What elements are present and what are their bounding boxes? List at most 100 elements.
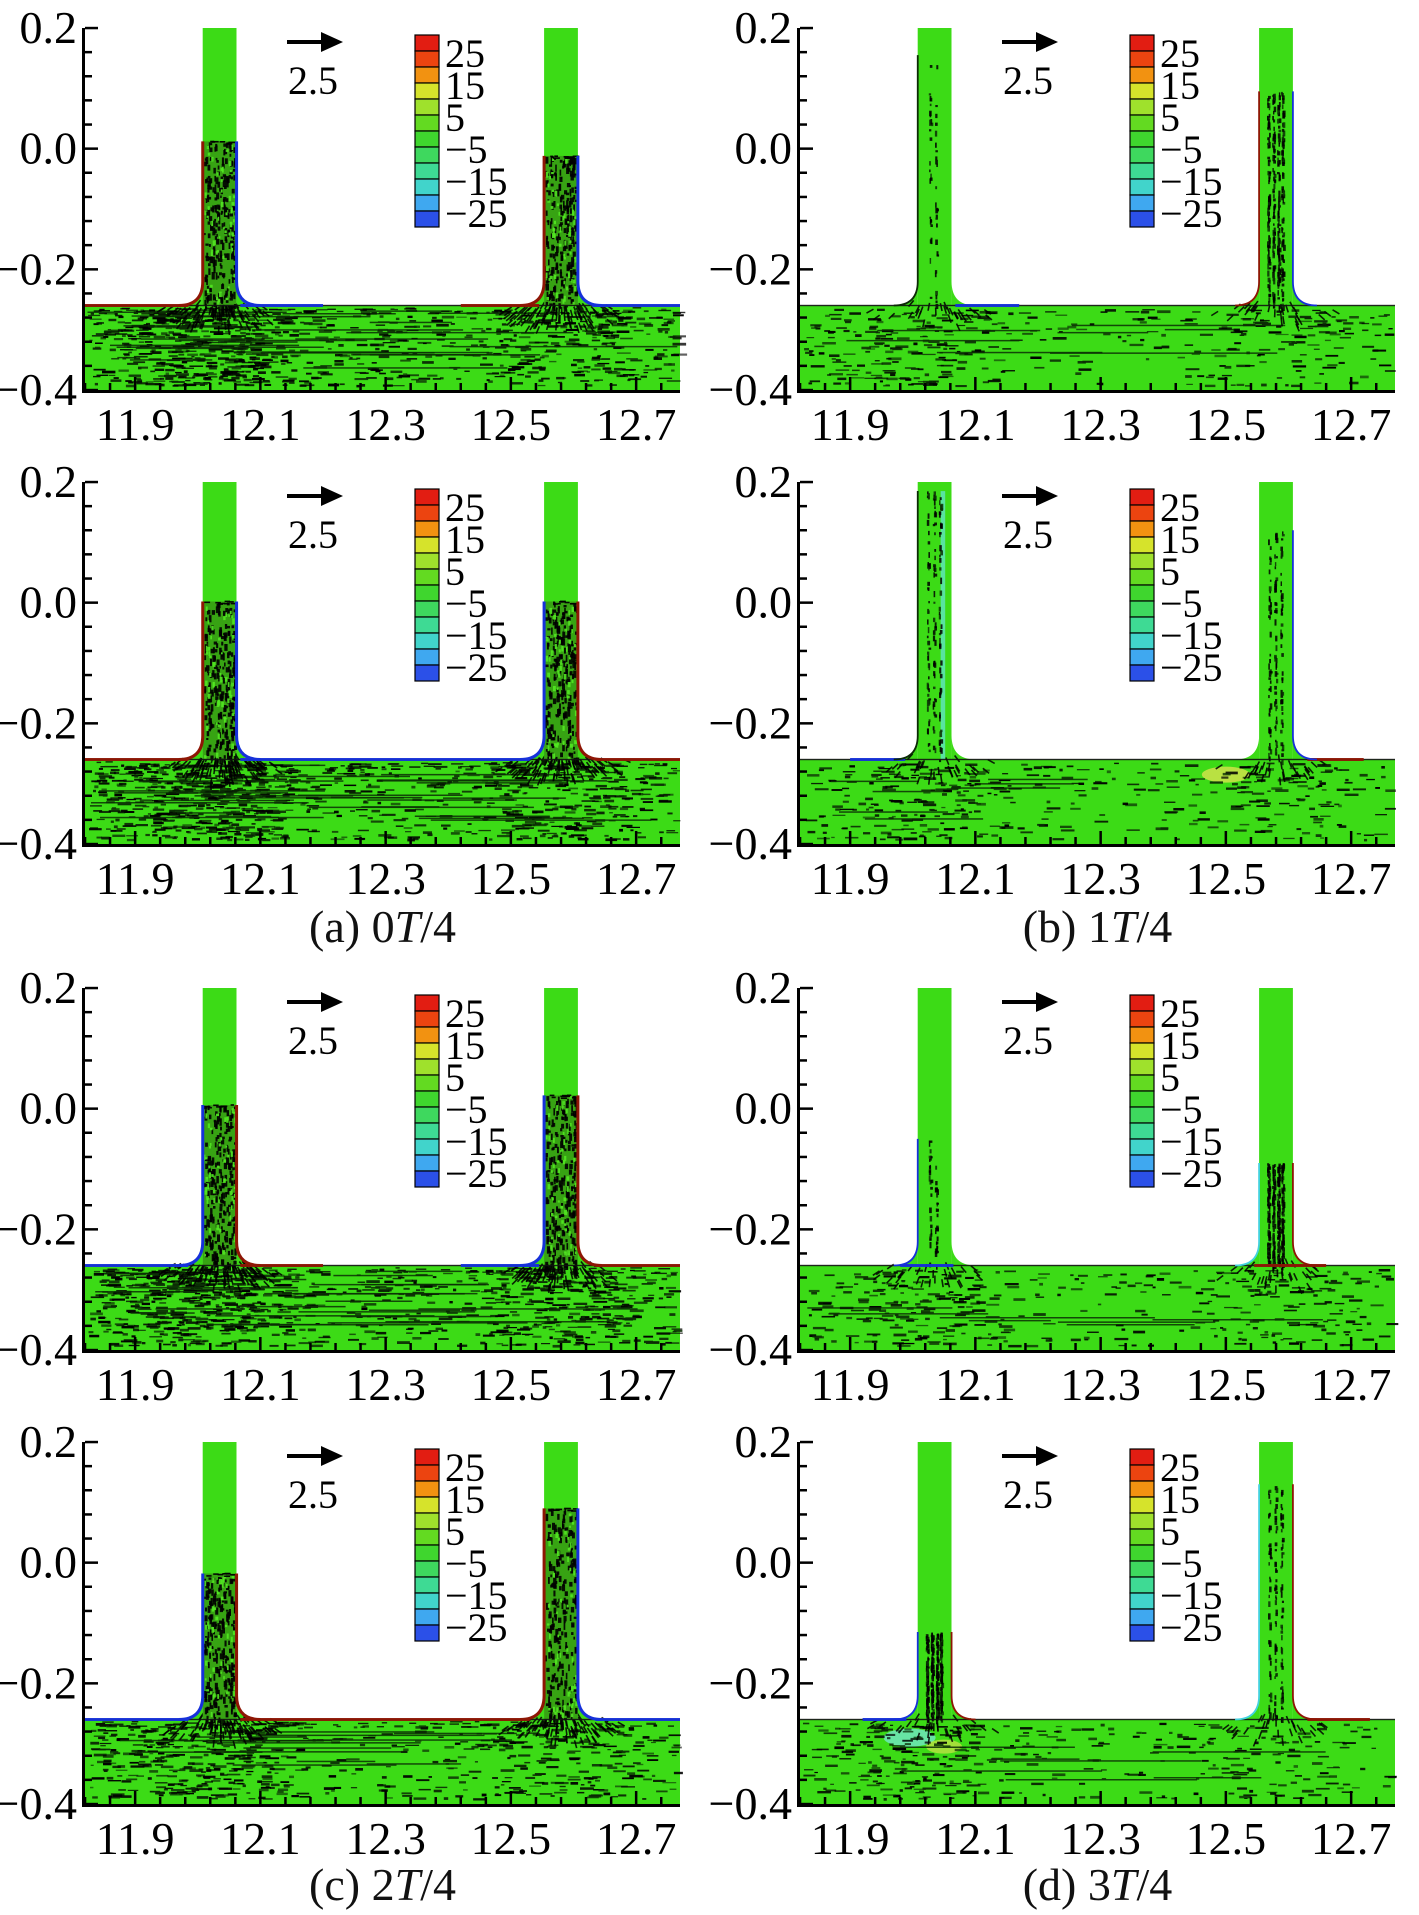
x-tick-label: 12.5 [1186, 399, 1267, 450]
colorbar-label: 5 [445, 95, 465, 140]
colorbar-label: −15 [1160, 1573, 1223, 1618]
x-tick-label: 12.3 [345, 1359, 426, 1410]
y-tick-label: 0.0 [20, 1537, 78, 1588]
caption-text: (b) 1 [1022, 901, 1111, 952]
x-tick-label: 12.5 [471, 1813, 552, 1864]
colorbar-cell [414, 34, 440, 52]
colorbar-cell [414, 1480, 440, 1498]
colorbar-cell [414, 162, 440, 180]
junction-fillet [1235, 735, 1260, 760]
colorbar-cell [1129, 520, 1155, 538]
riser-wall-contour [235, 601, 261, 762]
fluid-field [800, 1442, 1395, 1804]
colorbar-cell [1129, 1026, 1155, 1044]
colorbar-cell [1129, 1608, 1155, 1626]
colorbar-cell [1129, 50, 1155, 68]
colorbar-label: −25 [1160, 1605, 1223, 1650]
colorbar-cell [1129, 34, 1155, 52]
colorbar-cell [1129, 568, 1155, 586]
junction-fillet [1292, 1241, 1317, 1266]
colorbar-label: 15 [445, 1477, 485, 1522]
riser-wall-contour [893, 1138, 919, 1267]
channel-vectors [806, 762, 1396, 842]
axes: 11.9 12.1 12.3 12.5 12.7 0.2 0.0 −0.2 −0.4 [0, 2, 680, 450]
colorbar-cell [1129, 1154, 1155, 1172]
y-tick-label: 0.0 [735, 1537, 793, 1588]
colorbar-cell [1129, 114, 1155, 132]
y-tick-label: −0.4 [0, 1324, 77, 1375]
colorbar-cell [414, 568, 440, 586]
y-tick-label: 0.0 [20, 577, 78, 628]
x-tick-label: 12.7 [1311, 1359, 1392, 1410]
caption-text: /4 [420, 1859, 456, 1910]
colorbar-label: 25 [1160, 1445, 1200, 1490]
y-tick-label: −0.2 [0, 243, 77, 294]
colorbar-cell [1129, 210, 1155, 228]
colorbar-label: −25 [445, 191, 508, 236]
x-tick-label: 12.3 [345, 853, 426, 904]
x-tick-label: 12.5 [1186, 853, 1267, 904]
colorbar-label: 25 [1160, 485, 1200, 530]
colorbar-label: 5 [445, 1509, 465, 1554]
colorbar-cell [414, 488, 440, 506]
caption-symbol: T [394, 1859, 421, 1910]
reference-vector: 2.5 [1002, 486, 1058, 557]
riser-right-vectors [498, 1507, 626, 1749]
colorbar-cell [1129, 1074, 1155, 1092]
riser-wall-contour [893, 1632, 919, 1721]
colorbar-cell [414, 178, 440, 196]
riser-left-vectors [162, 1572, 283, 1749]
arrow-icon [321, 32, 343, 52]
colorbar-cell [1129, 504, 1155, 522]
colorbar-cell [414, 1496, 440, 1514]
colorbar-cell [1129, 1138, 1155, 1156]
riser-wall-contour [235, 1105, 261, 1268]
reference-vector: 2.5 [1002, 32, 1058, 103]
subplot-d-top: 11.9 12.1 12.3 12.5 12.7 0.2 0.0 −0.2 −0.4 2.5 251… [709, 962, 1399, 1410]
colorbar-cell [414, 1544, 440, 1562]
riser-wall-contour [893, 491, 919, 761]
riser-left-vectors [866, 65, 993, 332]
subplot-c-bottom: 11.9 12.1 12.3 12.5 12.7 0.2 0.0 −0.2 −0.4 2.5 251… [0, 1416, 683, 1864]
colorbar-label: −5 [1160, 127, 1203, 172]
y-tick-label: 0.0 [20, 1083, 78, 1134]
colorbar-label: −5 [1160, 1087, 1203, 1132]
colorbar-label: −5 [445, 581, 488, 626]
junction-fillet [1235, 1695, 1260, 1720]
colorbar-cell [414, 210, 440, 228]
y-tick-label: −0.4 [709, 364, 792, 415]
y-tick-label: 0.2 [735, 1416, 793, 1467]
colorbar-cell [414, 1074, 440, 1092]
channel-vectors [88, 1267, 683, 1348]
colorbar-cell [414, 600, 440, 618]
colorbar-label: 5 [1160, 1055, 1180, 1100]
riser-wall-contour [520, 155, 546, 308]
x-tick-label: 11.9 [811, 1359, 890, 1410]
y-tick-label: 0.2 [735, 962, 793, 1013]
y-tick-label: −0.4 [0, 818, 77, 869]
colorbar-label: −5 [445, 127, 488, 172]
riser-wall-contour [576, 1095, 602, 1268]
x-tick-label: 11.9 [96, 399, 175, 450]
interface-line [800, 1718, 1395, 1721]
colorbar-label: 5 [445, 1055, 465, 1100]
colorbar-label: −5 [1160, 1541, 1203, 1586]
colorbar-label: 25 [1160, 31, 1200, 76]
riser-wall-contour [178, 1573, 205, 1722]
colorbar-cell [1129, 1448, 1155, 1466]
y-tick-label: 0.0 [735, 1083, 793, 1134]
colorbar-cell [1129, 1464, 1155, 1482]
colorbar-cell [414, 1058, 440, 1076]
axes: 11.9 12.1 12.3 12.5 12.7 0.2 0.0 −0.2 −0.4 [709, 1416, 1395, 1864]
colorbar-cell [1129, 616, 1155, 634]
reference-vector: 2.5 [287, 992, 343, 1063]
colorbar-cell [1129, 1624, 1155, 1642]
junction-fillet [893, 735, 918, 760]
y-tick-label: −0.2 [0, 1657, 77, 1708]
colorbar-cell [1129, 66, 1155, 84]
x-tick-label: 12.1 [220, 1813, 301, 1864]
interface-line [85, 758, 680, 761]
